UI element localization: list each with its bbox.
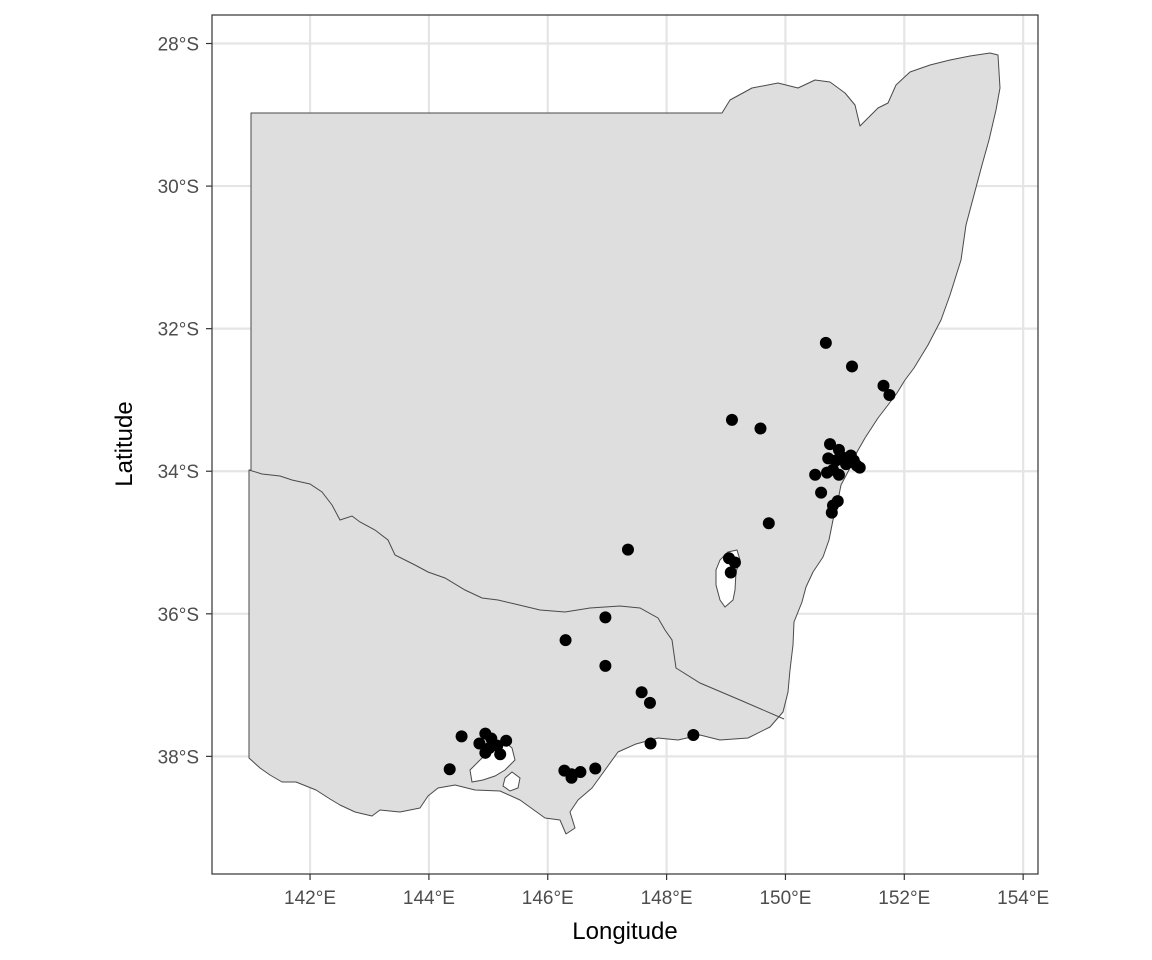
data-point-29 <box>728 556 741 569</box>
y-tick-label-36-s: 36°S <box>158 605 199 626</box>
nsw-vic-region <box>248 52 1001 835</box>
data-point-25 <box>825 506 838 519</box>
x-tick-label-148-e: 148°E <box>641 888 693 909</box>
data-point-27 <box>621 543 634 556</box>
data-point-40 <box>473 737 486 750</box>
y-tick-label-30-s: 30°S <box>158 177 199 198</box>
y-axis-title: Latitude <box>111 401 138 486</box>
x-tick-label-146-e: 146°E <box>522 888 574 909</box>
x-axis: 142°E 144°E 146°E 148°E 150°E 152°E 154°E <box>284 874 1049 909</box>
data-point-30 <box>724 566 737 579</box>
data-point-7 <box>824 438 837 451</box>
y-tick-label-32-s: 32°S <box>158 320 199 341</box>
x-axis-title: Longitude <box>572 918 677 945</box>
data-point-52 <box>589 762 602 775</box>
data-point-36 <box>687 728 700 741</box>
x-tick-label-152-e: 152°E <box>878 888 930 909</box>
data-point-32 <box>559 634 572 647</box>
data-point-45 <box>483 741 496 754</box>
data-point-20 <box>847 454 860 467</box>
western-port-bay <box>502 771 521 792</box>
x-tick-label-154-e: 154°E <box>997 888 1049 909</box>
data-point-18 <box>832 468 845 481</box>
data-point-2 <box>846 360 859 373</box>
data-point-4 <box>883 388 896 401</box>
data-point-6 <box>754 422 767 435</box>
y-axis: 28°S 30°S 32°S 34°S 36°S 38°S <box>158 35 212 768</box>
x-tick-label-150-e: 150°E <box>759 888 811 909</box>
data-point-3 <box>877 379 890 392</box>
data-point-47 <box>443 763 456 776</box>
data-point-22 <box>815 486 828 499</box>
y-tick-label-38-s: 38°S <box>158 747 199 768</box>
data-point-46 <box>494 748 507 761</box>
data-point-43 <box>500 734 513 747</box>
vic-nsw-border <box>248 469 785 720</box>
data-point-31 <box>599 611 612 624</box>
observation-points <box>443 336 896 784</box>
data-point-34 <box>635 686 648 699</box>
data-point-21 <box>809 468 822 481</box>
data-point-50 <box>574 766 587 779</box>
y-tick-label-28-s: 28°S <box>158 35 199 56</box>
panel-border <box>211 14 1039 875</box>
data-point-38 <box>455 730 468 743</box>
data-point-35 <box>643 696 656 709</box>
data-point-5 <box>725 413 738 426</box>
x-tick-label-144-e: 144°E <box>403 888 455 909</box>
data-point-26 <box>762 517 775 530</box>
y-tick-label-34-s: 34°S <box>158 462 199 483</box>
data-point-51 <box>565 771 578 784</box>
x-tick-label-142-e: 142°E <box>284 888 336 909</box>
data-point-1 <box>819 336 832 349</box>
data-point-33 <box>599 659 612 672</box>
data-point-37 <box>644 737 657 750</box>
